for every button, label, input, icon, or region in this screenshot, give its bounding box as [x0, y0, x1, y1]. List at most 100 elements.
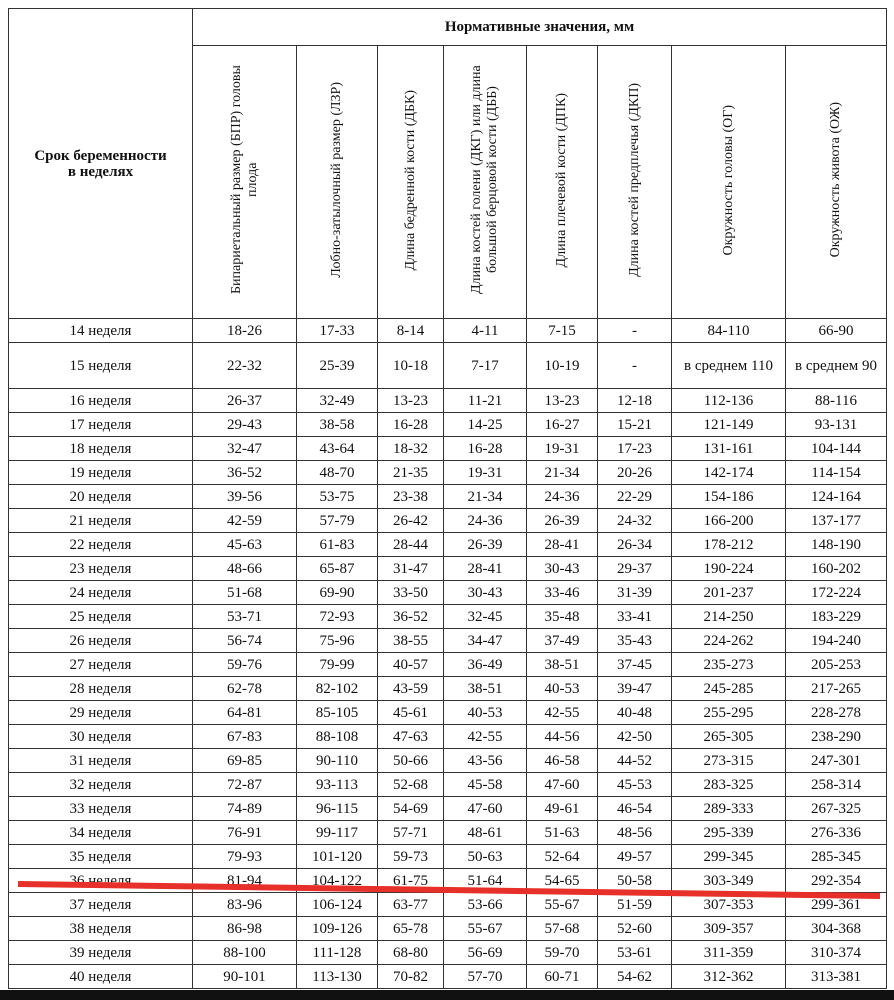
value-cell: 17-23: [597, 436, 672, 461]
value-cell: 43-56: [443, 748, 527, 773]
value-cell: 172-224: [784, 580, 888, 605]
value-cell: 90-101: [192, 964, 297, 989]
value-cell: 267-325: [784, 796, 888, 821]
value-cell: 235-273: [671, 652, 786, 677]
week-cell: 40 неделя: [8, 964, 193, 989]
value-cell: 68-80: [377, 940, 444, 965]
value-cell: 124-164: [784, 484, 888, 509]
column-header: Длина плечевой кости (ДПК): [526, 45, 598, 319]
value-cell: 16-28: [377, 412, 444, 437]
value-cell: 11-21: [443, 388, 527, 413]
value-cell: 79-99: [296, 652, 378, 677]
week-cell: 22 неделя: [8, 532, 193, 557]
value-cell: 99-117: [296, 820, 378, 845]
value-cell: 49-57: [597, 844, 672, 869]
value-cell: 273-315: [671, 748, 786, 773]
value-cell: -: [597, 318, 672, 343]
value-cell: 36-49: [443, 652, 527, 677]
value-cell: 31-47: [377, 556, 444, 581]
value-cell: 54-69: [377, 796, 444, 821]
table-row: 14 неделя 18-26 17-33 8-14 4-11 7-15-84-110 66…: [8, 318, 888, 343]
value-cell: 245-285: [671, 676, 786, 701]
week-cell: 33 неделя: [8, 796, 193, 821]
table-row: 20 неделя 39-56 53-75 23-38 21-34 24-36 22-29 1…: [8, 484, 888, 509]
week-cell: 30 неделя: [8, 724, 193, 749]
value-cell: 154-186: [671, 484, 786, 509]
value-cell: 70-82: [377, 964, 444, 989]
week-cell: 39 неделя: [8, 940, 193, 965]
value-cell: 258-314: [784, 772, 888, 797]
value-cell: 53-71: [192, 604, 297, 629]
value-cell: 32-45: [443, 604, 527, 629]
value-cell: 109-126: [296, 916, 378, 941]
value-cell: 30-43: [526, 556, 598, 581]
value-cell: 29-37: [597, 556, 672, 581]
value-cell: 35-48: [526, 604, 598, 629]
value-cell: 38-51: [526, 652, 598, 677]
value-cell: 39-56: [192, 484, 297, 509]
value-cell: 114-154: [784, 460, 888, 485]
value-cell: 54-62: [597, 964, 672, 989]
value-cell: 26-34: [597, 532, 672, 557]
value-cell: 66-90: [784, 318, 888, 343]
value-cell: 74-89: [192, 796, 297, 821]
value-cell: 52-68: [377, 772, 444, 797]
table-row: 23 неделя 48-66 65-87 31-47 28-41 30-43 29-37 1…: [8, 556, 888, 581]
table-row: 38 неделя 86-98 109-126 65-78 55-67 57-68 52-6…: [8, 916, 888, 941]
value-cell: 88-108: [296, 724, 378, 749]
table-row: 27 неделя 59-76 79-99 40-57 36-49 38-51 37-45 2…: [8, 652, 888, 677]
week-cell: 20 неделя: [8, 484, 193, 509]
value-cell: 25-39: [296, 342, 378, 389]
value-cell: 55-67: [526, 892, 598, 917]
red-underline: [17, 881, 881, 899]
table-row: 28 неделя 62-78 82-102 43-59 38-51 40-53 39-47…: [8, 676, 888, 701]
value-cell: 16-28: [443, 436, 527, 461]
value-cell: 313-381: [784, 964, 888, 989]
column-header: Окружность головы (ОГ): [671, 45, 786, 319]
value-cell: 228-278: [784, 700, 888, 725]
value-cell: 101-120: [296, 844, 378, 869]
value-cell: 53-61: [597, 940, 672, 965]
value-cell: 113-130: [296, 964, 378, 989]
value-cell: 7-17: [443, 342, 527, 389]
value-cell: 19-31: [526, 436, 598, 461]
value-cell: 37-49: [526, 628, 598, 653]
value-cell: 38-51: [443, 676, 527, 701]
value-cell: 22-32: [192, 342, 297, 389]
value-cell: 26-39: [526, 508, 598, 533]
value-cell: 39-47: [597, 676, 672, 701]
value-cell: 88-100: [192, 940, 297, 965]
column-header: Лобно-затылочный размер (ЛЗР): [296, 45, 378, 319]
value-cell: 79-93: [192, 844, 297, 869]
value-cell: 283-325: [671, 772, 786, 797]
value-cell: 33-41: [597, 604, 672, 629]
value-cell: 65-78: [377, 916, 444, 941]
value-cell: 276-336: [784, 820, 888, 845]
value-cell: 112-136: [671, 388, 786, 413]
value-cell: 32-49: [296, 388, 378, 413]
value-cell: 82-102: [296, 676, 378, 701]
value-cell: 160-202: [784, 556, 888, 581]
column-header: Длина костей голени (ДКГ) или длина боль…: [443, 45, 527, 319]
value-cell: 40-53: [526, 676, 598, 701]
value-cell: 43-64: [296, 436, 378, 461]
value-cell: 7-15: [526, 318, 598, 343]
week-cell: 28 неделя: [8, 676, 193, 701]
value-cell: 48-70: [296, 460, 378, 485]
table-row: 30 неделя 67-83 88-108 47-63 42-55 44-56 42-50…: [8, 724, 888, 749]
value-cell: 93-131: [784, 412, 888, 437]
value-cell: 238-290: [784, 724, 888, 749]
value-cell: 28-41: [526, 532, 598, 557]
value-cell: 303-349: [671, 868, 786, 893]
value-cell: 56-74: [192, 628, 297, 653]
value-cell: 137-177: [784, 508, 888, 533]
week-cell: 23 неделя: [8, 556, 193, 581]
table-row: 16 неделя 26-37 32-49 13-23 11-21 13-23 12-18 1…: [8, 388, 888, 413]
value-cell: 26-37: [192, 388, 297, 413]
value-cell: 255-295: [671, 700, 786, 725]
value-cell: 31-39: [597, 580, 672, 605]
value-cell: 96-115: [296, 796, 378, 821]
value-cell: 292-354: [784, 868, 888, 893]
